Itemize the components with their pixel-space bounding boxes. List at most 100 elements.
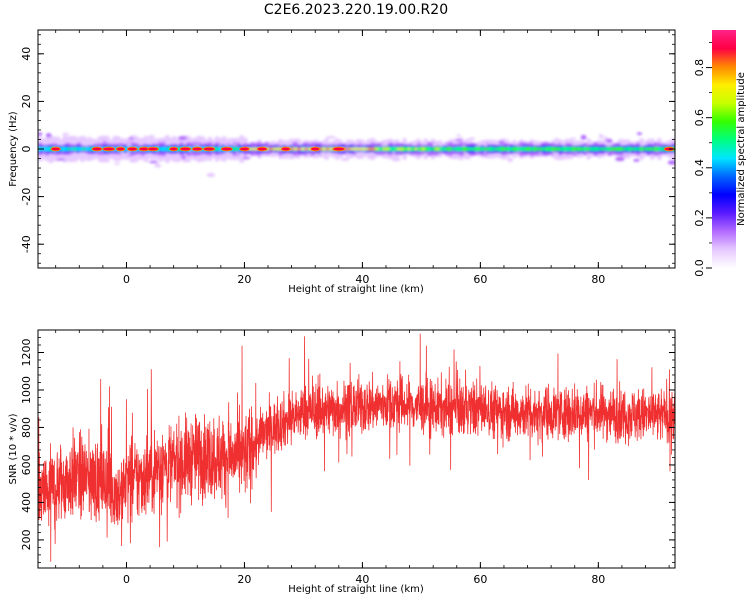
spectrogram-warm-cell	[247, 147, 252, 151]
spectrogram-speckle	[128, 137, 135, 140]
spectrogram-speckle	[410, 140, 418, 146]
spectrogram-hotspot	[102, 146, 116, 152]
spectrogram-inner-cell	[418, 147, 422, 151]
spectrogram-speckle	[297, 141, 303, 146]
spectrogram-inner-cell	[580, 147, 584, 151]
spectrogram-hotspot	[332, 146, 346, 152]
spectrogram-inner-cell	[214, 147, 219, 151]
spectrogram-inner-cell	[527, 146, 531, 152]
spectrogram-speckle	[319, 151, 326, 156]
spectrogram-inner-cell	[232, 147, 236, 151]
spectrogram-warm-cell	[350, 147, 355, 151]
spectrogram-speckle	[671, 152, 675, 157]
colorbar-tick-label: 0.8	[693, 59, 706, 77]
spectrogram-warm-cell	[385, 147, 390, 151]
spectrogram-speckle	[164, 143, 172, 146]
spectrogram-warm-cell	[421, 147, 425, 151]
spectrogram-inner-cell	[613, 147, 617, 151]
spectrogram-inner-cell	[409, 147, 413, 151]
spectrogram-ylabel: Frequency (Hz)	[8, 111, 19, 187]
snr-panel: 0 20 40 60 80 200 400 600 800 1000 1200 Height of …	[8, 329, 676, 595]
spectrogram-inner-cell	[450, 147, 455, 151]
spectrogram-warm-cell	[368, 147, 372, 151]
spectrogram-warm-cell	[343, 147, 348, 151]
spectrogram-inner-cell	[46, 146, 51, 152]
spectrogram-speckle	[463, 155, 469, 160]
spectrogram-inner-cell	[595, 147, 599, 151]
colorbar-label: Normalized spectral amplitude	[736, 72, 747, 226]
spectrogram-speckle	[536, 141, 542, 146]
spectrogram-inner-cell	[618, 146, 623, 152]
spectrogram-speckle	[615, 157, 625, 162]
spectrogram-speckle	[154, 163, 161, 168]
spectrogram-warm-cell	[297, 147, 302, 151]
spectrogram-ytick-label: -20	[20, 188, 33, 206]
spectrogram-speckle	[667, 160, 675, 165]
snr-series-line	[38, 333, 675, 562]
spectrogram-inner-cell	[88, 147, 92, 151]
spectrogram-speckle	[120, 150, 131, 156]
spectrogram-inner-cell	[624, 147, 629, 151]
spectrogram-hotspot	[91, 146, 103, 152]
spectrogram-inner-cell	[424, 146, 428, 152]
spectrogram-inner-cell	[645, 147, 649, 151]
spectrogram-speckle	[507, 157, 514, 163]
spectrogram-inner-cell	[574, 147, 578, 151]
spectrogram-warm-cell	[354, 147, 358, 151]
spectrogram-inner-cell	[394, 146, 399, 152]
spectrogram-warm-cell	[407, 147, 411, 151]
spectrogram-speckle	[77, 136, 87, 141]
spectrogram-speckle	[45, 133, 52, 138]
spectrogram-inner-cell	[604, 147, 608, 151]
spectrogram-speckle	[56, 141, 66, 146]
spectrogram-speckle	[206, 172, 216, 178]
spectrogram-hotspot	[179, 146, 192, 152]
spectrogram-warm-cell	[364, 147, 369, 151]
spectrogram-speckle	[178, 136, 188, 141]
colorbar: 0.0 0.2 0.4 0.6 0.8 Normalized spectral ampl…	[693, 30, 747, 277]
spectrogram-speckle	[469, 137, 475, 141]
spectrogram-halo-cell	[675, 143, 679, 154]
spectrogram-speckle	[198, 157, 209, 161]
spectrogram-inner-cell	[657, 147, 661, 151]
spectrogram-speckle	[340, 157, 350, 162]
spectrogram-warm-cell	[301, 147, 305, 151]
spectrogram-inner-cell	[82, 147, 86, 151]
spectrogram-panel: 0 20 40 60 80 40 20 0 -20 -40 Height of straight …	[8, 29, 679, 295]
spectrogram-hotspots	[50, 146, 675, 152]
snr-ytick-label: 1000	[20, 376, 33, 404]
spectrogram-inner-cell	[616, 146, 620, 152]
spectrogram-inner-cell	[639, 147, 643, 151]
spectrogram-inner-cell	[554, 147, 558, 151]
spectrogram-inner-cell	[589, 147, 593, 151]
spectrogram-speckle	[598, 134, 604, 139]
spectrogram-inner-cell	[636, 147, 640, 151]
spectrogram-speckle	[597, 140, 608, 144]
spectrogram-hotspot	[310, 146, 321, 152]
spectrogram-speckle	[112, 135, 120, 140]
spectrogram-warm-cell	[272, 147, 277, 151]
spectrogram-hotspot	[280, 146, 291, 152]
figure-title: C2E6.2023.220.19.00.R20	[264, 2, 448, 18]
spectrogram-inner-cell	[565, 147, 570, 151]
spectrogram-inner-cell	[447, 146, 452, 152]
spectrogram-inner-cell	[474, 146, 478, 152]
spectrogram-inner-cell	[559, 147, 564, 151]
spectrogram-warm-cell	[414, 147, 418, 151]
spectrogram-inner-cell	[403, 146, 407, 152]
snr-axes: 0 20 40 60 80 200 400 600 800 1000 1200	[20, 329, 675, 586]
spectrogram-inner-cell	[536, 147, 540, 151]
spectrogram-inner-cell	[557, 147, 561, 151]
spectrogram-inner-cell	[607, 146, 611, 152]
spectrogram-speckle	[580, 134, 587, 140]
spectrogram-inner-cell	[465, 147, 469, 151]
spectrogram-speckle	[619, 140, 630, 146]
snr-ytick-label: 200	[20, 529, 33, 550]
spectrogram-warm-cell	[322, 147, 326, 151]
spectrogram-inner-cell	[61, 146, 65, 152]
spectrogram-warm-cell	[357, 147, 362, 151]
spectrogram-speckle	[238, 139, 249, 143]
spectrogram-hotspot	[256, 146, 268, 152]
spectrogram-ytick-label: -40	[20, 235, 33, 253]
spectrogram-hotspot	[220, 146, 233, 152]
